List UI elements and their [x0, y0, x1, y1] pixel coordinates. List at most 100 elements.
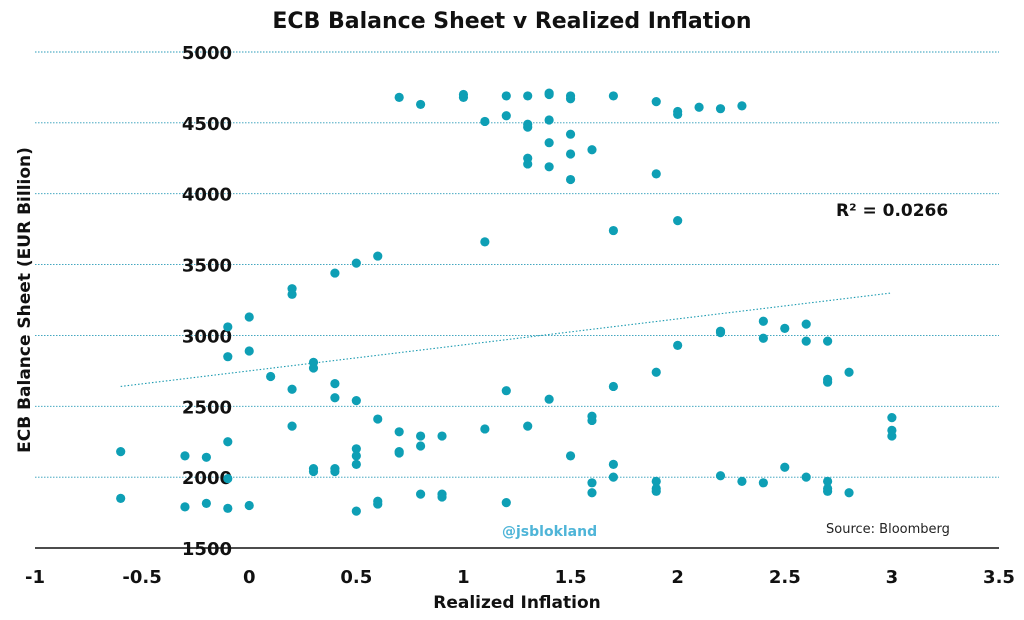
data-point: [416, 489, 426, 499]
data-point: [523, 122, 533, 132]
x-tick-label: 1: [457, 567, 470, 588]
data-point: [823, 377, 833, 387]
data-point: [394, 427, 404, 437]
x-tick-label: -1: [25, 567, 45, 588]
data-point: [887, 413, 897, 423]
data-point: [330, 466, 340, 477]
data-point: [844, 488, 854, 498]
x-tick-label: 1.5: [555, 567, 587, 588]
data-point: [223, 322, 233, 332]
data-point: [565, 451, 576, 461]
data-point: [480, 237, 490, 247]
data-point: [565, 129, 576, 139]
data-point: [223, 437, 233, 447]
data-point: [544, 162, 554, 172]
x-tick-label: 3: [886, 567, 899, 588]
data-point: [565, 94, 576, 104]
data-point: [458, 92, 469, 102]
data-point: [394, 448, 404, 458]
data-point: [565, 149, 576, 159]
data-point: [823, 486, 833, 496]
x-tick-label: -0.5: [122, 567, 161, 588]
data-point: [544, 115, 554, 125]
data-point: [608, 381, 619, 392]
data-point: [715, 327, 726, 338]
data-point: [437, 492, 447, 502]
data-point: [587, 145, 597, 155]
data-point: [758, 333, 768, 343]
data-point: [223, 503, 233, 513]
data-point: [608, 225, 619, 236]
data-point: [780, 462, 790, 472]
data-point: [651, 476, 661, 486]
data-point: [673, 340, 683, 350]
y-tick-label: 5000: [182, 43, 232, 64]
data-point: [651, 486, 661, 496]
data-point: [801, 319, 811, 329]
data-point: [544, 394, 554, 404]
data-point: [523, 91, 533, 101]
data-point: [373, 499, 383, 509]
data-point: [351, 451, 361, 461]
y-tick-label: 4000: [182, 185, 232, 206]
data-point: [308, 363, 319, 373]
data-point: [330, 379, 340, 389]
data-point: [351, 444, 361, 454]
y-tick-label: 2500: [182, 397, 232, 418]
data-point: [480, 116, 490, 127]
data-point: [587, 415, 597, 426]
x-axis-title: Realized Inflation: [433, 593, 601, 613]
data-point: [565, 174, 576, 185]
data-point: [416, 431, 426, 441]
data-point: [523, 421, 533, 431]
data-point: [201, 452, 211, 462]
data-point: [416, 441, 426, 451]
chart-title: ECB Balance Sheet v Realized Inflation: [272, 9, 751, 34]
data-point: [287, 289, 297, 299]
data-point: [651, 97, 661, 107]
gridlines: [35, 51, 999, 478]
data-point: [244, 312, 254, 322]
data-point: [180, 451, 190, 461]
data-point: [373, 251, 383, 261]
data-point: [351, 396, 361, 406]
data-point: [180, 502, 190, 512]
x-tick-labels: -1 -0.5 0 0.5 1 1.5 2 2.5 3 3.5: [25, 567, 1015, 588]
data-point: [116, 447, 126, 457]
x-tick-label: 0.5: [340, 567, 372, 588]
data-point: [608, 91, 619, 101]
data-point: [501, 498, 511, 508]
data-point: [608, 472, 619, 482]
data-point: [394, 92, 404, 102]
data-point: [758, 478, 768, 488]
data-point: [287, 421, 297, 431]
data-point: [266, 371, 276, 382]
data-point: [737, 476, 747, 486]
watermark: @jsblokland: [502, 524, 597, 540]
data-point: [844, 367, 854, 377]
data-point: [501, 386, 511, 396]
data-point: [673, 109, 683, 119]
data-point: [758, 316, 768, 326]
data-point: [437, 431, 447, 441]
data-point: [823, 476, 833, 486]
y-tick-label: 2000: [182, 468, 232, 489]
data-point: [308, 466, 319, 477]
data-point: [801, 472, 811, 482]
source-note: Source: Bloomberg: [826, 522, 950, 537]
data-point: [801, 336, 811, 346]
data-point: [715, 104, 726, 114]
data-point: [544, 138, 554, 148]
y-tick-label: 3500: [182, 256, 232, 277]
data-point: [501, 111, 511, 121]
y-tick-labels: 1500 2000 2500 3000 3500 4000 4500 5000: [182, 43, 232, 560]
y-tick-label: 1500: [182, 539, 232, 560]
data-point: [523, 159, 533, 169]
data-point: [116, 493, 126, 503]
data-point: [330, 393, 340, 403]
data-point: [737, 101, 747, 111]
data-point: [587, 488, 597, 498]
data-point: [887, 431, 897, 441]
data-points: [116, 88, 897, 516]
